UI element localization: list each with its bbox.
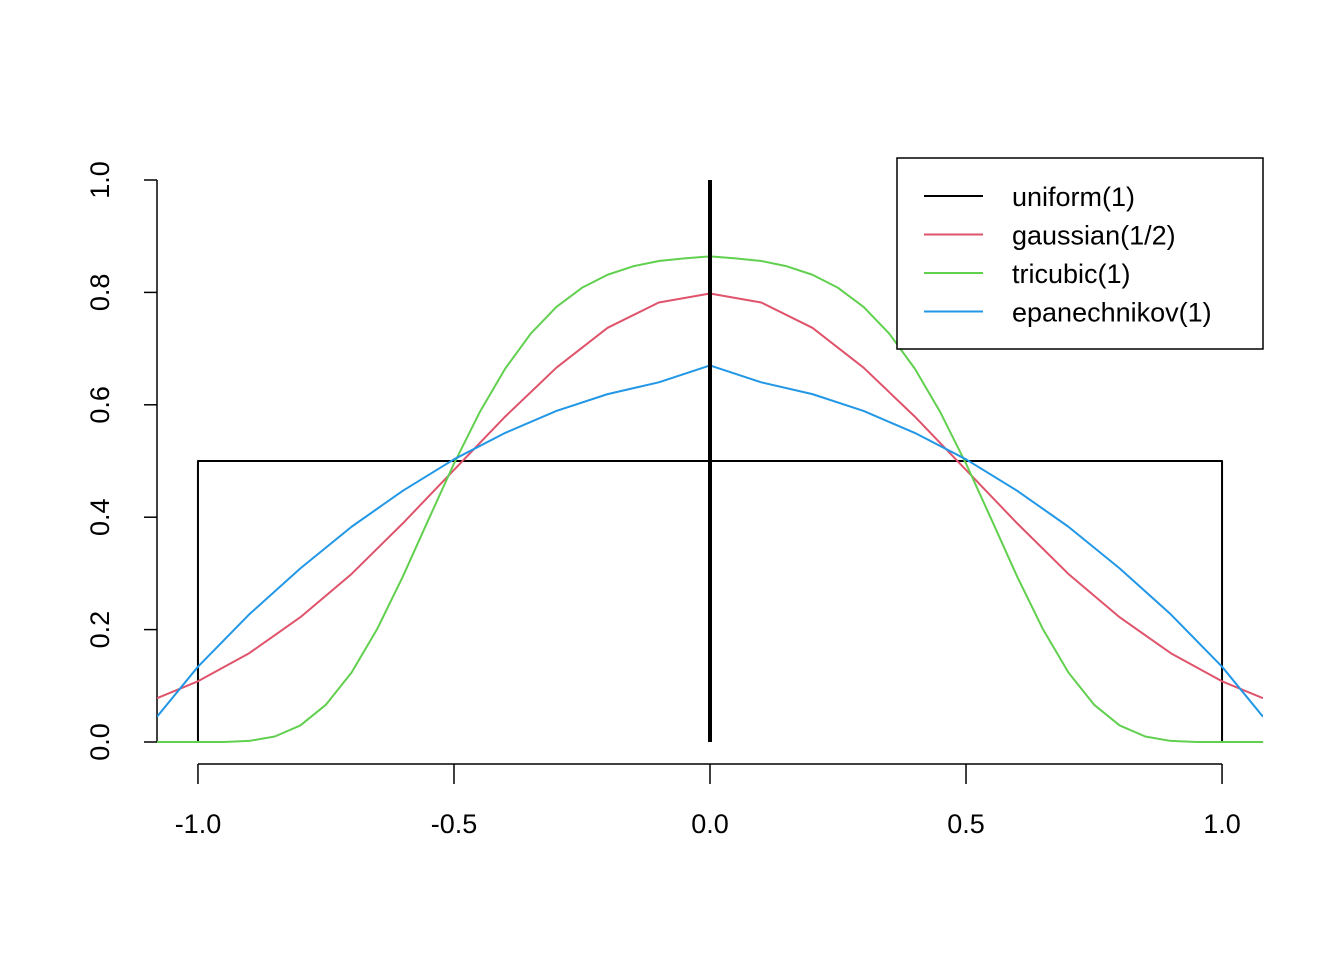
x-tick-label: -0.5 [431, 809, 478, 839]
y-tick-label: 0.0 [85, 723, 115, 761]
y-tick-label: 0.8 [85, 274, 115, 312]
y-axis: 0.0 0.2 0.4 0.6 0.8 1.0 [85, 161, 158, 761]
y-tick-label: 1.0 [85, 161, 115, 199]
legend-label: gaussian(1/2) [1012, 221, 1176, 251]
y-tick-label: 0.6 [85, 386, 115, 424]
x-tick-label: -1.0 [175, 809, 222, 839]
x-tick-label: 0.5 [947, 809, 985, 839]
y-tick-label: 0.2 [85, 611, 115, 649]
x-axis: -1.0 -0.5 0.0 0.5 1.0 [175, 763, 1241, 839]
y-tick-label: 0.4 [85, 498, 115, 536]
plot-series [157, 180, 1263, 743]
legend-box [896, 157, 1264, 350]
x-tick-label: 0.0 [691, 809, 729, 839]
legend-label: epanechnikov(1) [1012, 298, 1212, 328]
x-tick-label: 1.0 [1203, 809, 1241, 839]
legend-label: tricubic(1) [1012, 259, 1131, 289]
legend-label: uniform(1) [1012, 182, 1135, 212]
legend: uniform(1) gaussian(1/2) tricubic(1) epanec… [896, 157, 1264, 350]
